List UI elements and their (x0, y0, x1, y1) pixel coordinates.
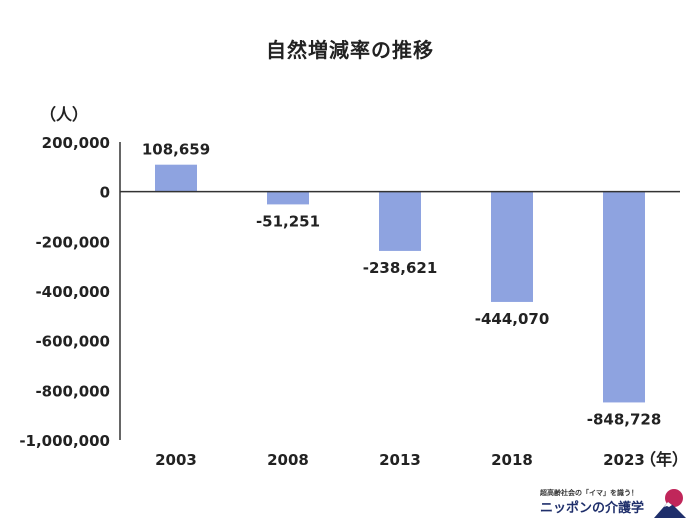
x-tick-label: 2008 (267, 451, 309, 469)
y-tick-label: 0 (100, 184, 110, 202)
bar-2003 (155, 164, 197, 192)
data-label-2008: -51,251 (256, 212, 320, 230)
bar-2018 (491, 191, 533, 302)
y-tick-label: -1,000,000 (19, 432, 110, 450)
bar-chart: （人） 200,000 0 -200,000 -400,000 -600,000 -800… (19, 105, 688, 469)
x-tick-label: 2023 (603, 451, 645, 469)
y-tick-label: -200,000 (35, 233, 110, 251)
bar-2008 (267, 191, 309, 205)
nippon-kaigogaku-logo: 超高齢社会の「イマ」を識う！ ニッポンの介護学 (540, 484, 690, 520)
logo-tagline: 超高齢社会の「イマ」を識う！ (540, 489, 638, 497)
x-tick-label: 2018 (491, 451, 533, 469)
y-tick-label: -600,000 (35, 333, 110, 351)
x-tick-label: 2013 (379, 451, 421, 469)
y-tick-label: -800,000 (35, 382, 110, 400)
mount-fuji-sun-icon (654, 489, 686, 518)
y-axis-unit-label: （人） (40, 105, 88, 124)
y-axis-ticks: 200,000 0 -200,000 -400,000 -600,000 -800,000… (19, 134, 110, 450)
data-label-2018: -444,070 (475, 310, 550, 328)
y-tick-label: -400,000 (35, 283, 110, 301)
y-tick-label: 200,000 (42, 134, 110, 152)
logo-name: ニッポンの介護学 (540, 501, 645, 516)
x-axis-unit-label: （年） (640, 450, 688, 469)
data-label-2023: -848,728 (587, 410, 662, 428)
bar-2023 (603, 191, 645, 403)
bar-2013 (379, 191, 421, 251)
bars: 108,659 -51,251 -238,621 -444,070 -848,728 (142, 141, 661, 429)
data-label-2003: 108,659 (142, 141, 210, 159)
data-label-2013: -238,621 (363, 259, 438, 277)
x-axis-ticks: 2003 2008 2013 2018 2023 (155, 451, 645, 469)
x-tick-label: 2003 (155, 451, 197, 469)
chart-title: 自然増減率の推移 (266, 38, 434, 62)
